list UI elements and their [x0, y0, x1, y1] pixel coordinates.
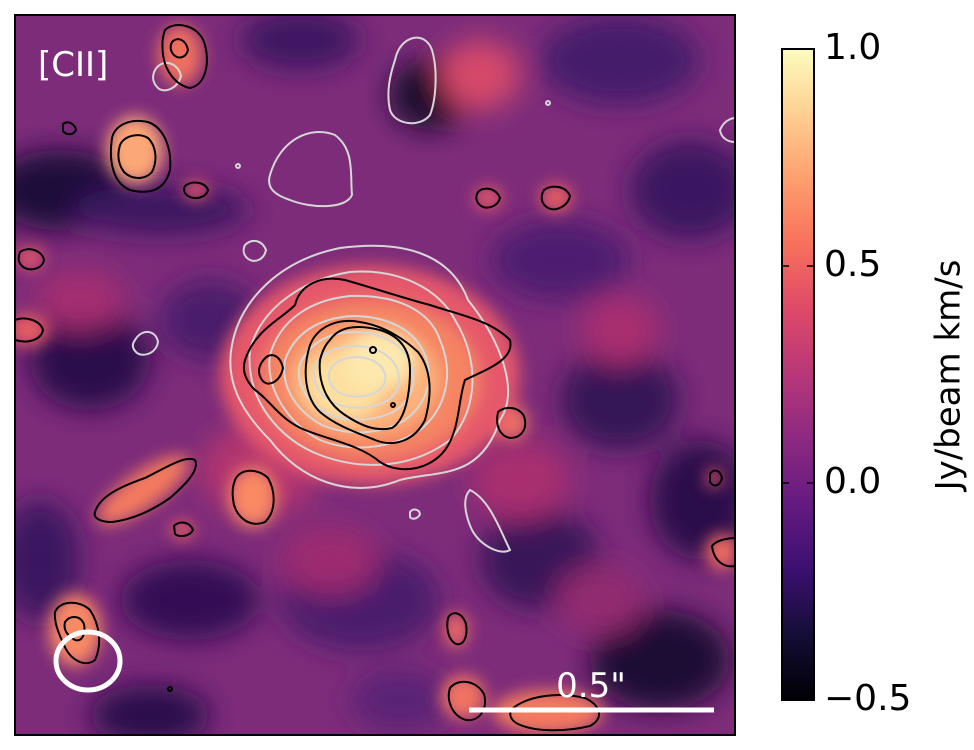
colorbar-tick-label: 0.0 [824, 461, 881, 502]
colorbar-tick-label: 1.0 [824, 27, 881, 68]
colorbar-tick-label: 0.5 [824, 244, 881, 285]
colorbar-label: Jy/beam km/s [929, 260, 969, 493]
colorbar-tick-label: −0.5 [824, 678, 911, 719]
overlay-contours [131, 36, 735, 553]
noise-field [15, 15, 735, 735]
panel-label: [CII] [38, 45, 108, 85]
colorbar-fill [782, 49, 814, 700]
map-frame [14, 14, 736, 736]
scale-bar-label: 0.5" [556, 666, 626, 706]
beam-ellipse [53, 629, 123, 693]
emission-contours [15, 24, 735, 732]
emission-clumps [15, 25, 735, 734]
map-panel: [CII] 0.5" [14, 14, 736, 736]
colorbar: 1.0 0.5 0.0 −0.5 Jy/beam km/s [781, 27, 969, 719]
colorbar-ticks: 1.0 0.5 0.0 −0.5 [782, 27, 911, 719]
colorbar-frame [781, 48, 815, 701]
